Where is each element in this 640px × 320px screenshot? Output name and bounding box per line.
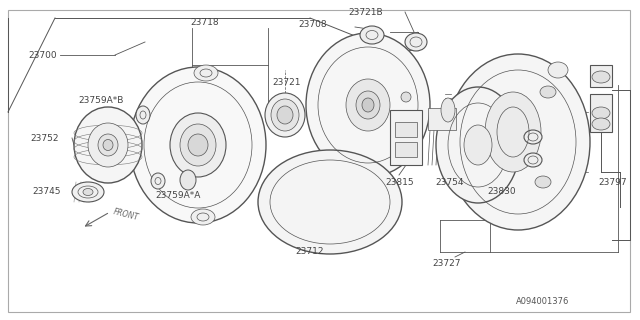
Ellipse shape (548, 62, 568, 78)
Text: 23754: 23754 (435, 178, 463, 187)
Text: 23745: 23745 (32, 188, 61, 196)
Bar (590, 65, 612, 87)
Ellipse shape (524, 130, 542, 144)
Bar (395, 142, 417, 157)
Ellipse shape (191, 209, 215, 225)
Bar (395, 122, 417, 137)
Text: FRONT: FRONT (112, 207, 140, 222)
Ellipse shape (136, 106, 150, 124)
Ellipse shape (258, 150, 402, 254)
Ellipse shape (103, 140, 113, 150)
Ellipse shape (170, 113, 226, 177)
Ellipse shape (83, 188, 93, 196)
Ellipse shape (592, 107, 610, 119)
Bar (428, 108, 456, 130)
Ellipse shape (464, 125, 492, 165)
Text: 23815: 23815 (385, 178, 413, 187)
Ellipse shape (271, 99, 299, 131)
Ellipse shape (436, 87, 520, 203)
Ellipse shape (362, 98, 374, 112)
Ellipse shape (405, 33, 427, 51)
Text: A094001376: A094001376 (516, 298, 570, 307)
Text: 23759A*A: 23759A*A (155, 190, 200, 199)
Ellipse shape (401, 92, 411, 102)
Ellipse shape (194, 65, 218, 81)
Ellipse shape (72, 182, 104, 202)
Ellipse shape (524, 153, 542, 167)
Ellipse shape (130, 67, 266, 223)
Text: 23718: 23718 (190, 18, 219, 27)
Ellipse shape (306, 33, 430, 177)
Ellipse shape (592, 118, 610, 130)
Text: 23752: 23752 (30, 133, 58, 142)
Bar (390, 110, 422, 165)
Text: 23727: 23727 (432, 260, 461, 268)
Text: 23830: 23830 (487, 188, 516, 196)
Ellipse shape (360, 26, 384, 44)
Text: 23797: 23797 (598, 178, 627, 187)
Ellipse shape (151, 173, 165, 189)
Text: 23721B: 23721B (348, 7, 383, 17)
Ellipse shape (74, 107, 142, 183)
Ellipse shape (441, 98, 455, 122)
Ellipse shape (88, 123, 128, 167)
Ellipse shape (592, 71, 610, 83)
Ellipse shape (180, 124, 216, 166)
Text: 23700: 23700 (28, 51, 56, 60)
Text: 23708: 23708 (298, 20, 326, 28)
Ellipse shape (446, 54, 590, 230)
Ellipse shape (265, 93, 305, 137)
Ellipse shape (356, 91, 380, 119)
Ellipse shape (98, 134, 118, 156)
Bar (590, 94, 612, 132)
Ellipse shape (346, 79, 390, 131)
Ellipse shape (540, 86, 556, 98)
Ellipse shape (180, 170, 196, 190)
Text: 23759A*B: 23759A*B (78, 95, 124, 105)
Ellipse shape (535, 176, 551, 188)
Text: 23712: 23712 (295, 247, 323, 257)
Ellipse shape (188, 134, 208, 156)
Ellipse shape (485, 92, 541, 172)
Ellipse shape (277, 106, 293, 124)
Text: 23721: 23721 (272, 77, 301, 86)
